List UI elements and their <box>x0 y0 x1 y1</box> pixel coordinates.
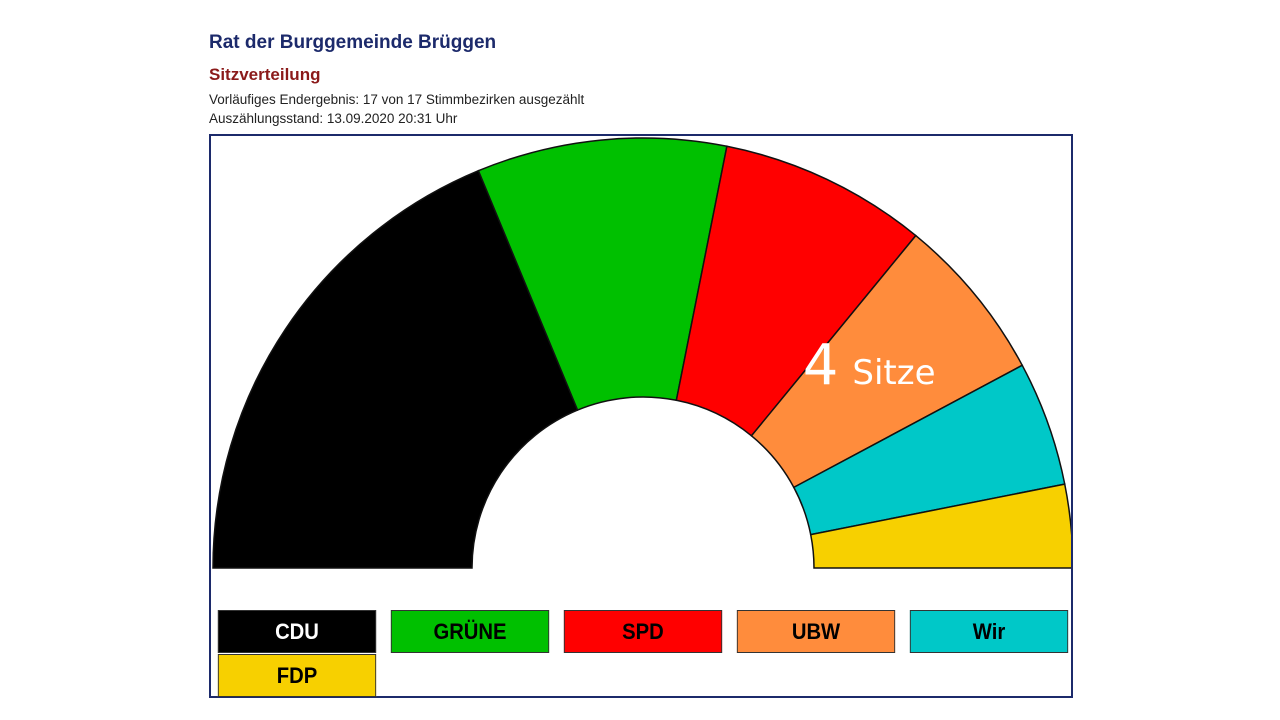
annotation-value: 4 <box>803 333 839 398</box>
legend-item-spd: SPD <box>563 610 723 653</box>
chart-title: Rat der Burggemeinde Brüggen <box>209 32 497 53</box>
legend-item-wir: Wir <box>909 610 1069 653</box>
chart-frame: 4 Sitze CDU GRÜNE SPD UBW Wir FDP <box>209 134 1073 698</box>
legend-item-grne: GRÜNE <box>390 610 550 653</box>
segment-grne <box>477 137 728 411</box>
legend-item-cdu: CDU <box>217 610 377 653</box>
annotation-unit: Sitze <box>852 353 935 393</box>
segment-cdu <box>212 169 579 569</box>
segment-spd <box>675 145 917 437</box>
count-timestamp: Auszählungsstand: 13.09.2020 20:31 Uhr <box>209 111 458 126</box>
segment-fdp <box>809 483 1071 569</box>
segment-annotation: 4 Sitze <box>803 333 936 398</box>
legend-item-fdp: FDP <box>217 654 377 697</box>
chart-subtitle: Sitzverteilung <box>209 65 321 84</box>
count-status: Vorläufiges Endergebnis: 17 von 17 Stimm… <box>209 92 585 107</box>
legend-item-ubw: UBW <box>736 610 896 653</box>
seat-distribution-chart: 4 Sitze <box>212 137 1071 569</box>
